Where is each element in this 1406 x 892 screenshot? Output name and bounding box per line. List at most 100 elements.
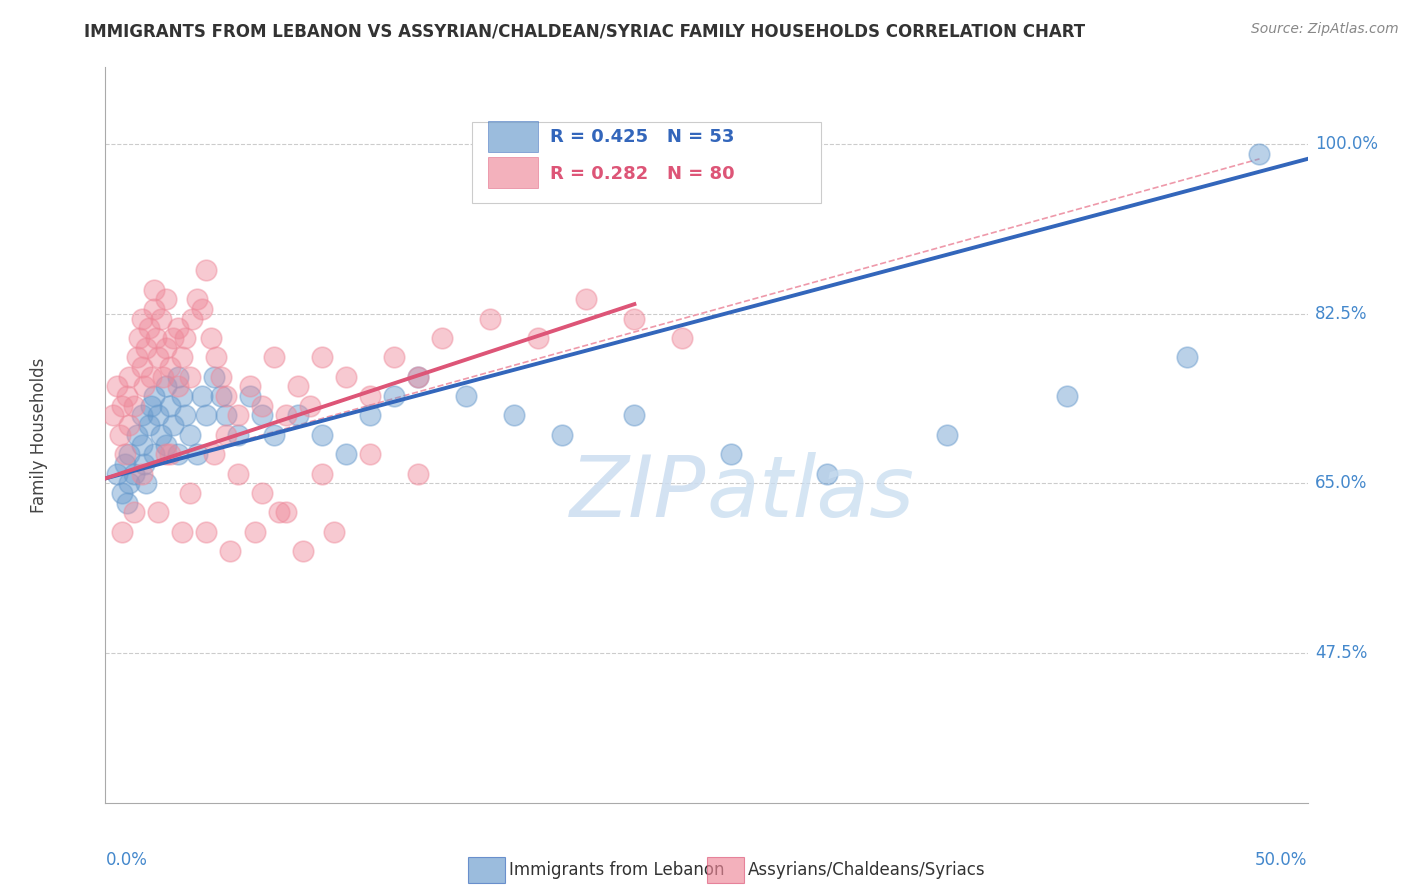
Point: [263, 351, 285, 365]
Point: [166, 321, 188, 335]
Point: [322, 524, 344, 539]
Point: [108, 428, 131, 442]
Point: [243, 524, 266, 539]
Point: [101, 409, 124, 423]
Text: ZIP: ZIP: [571, 452, 707, 535]
Point: [623, 409, 645, 423]
Point: [226, 428, 249, 442]
Point: [503, 409, 526, 423]
Point: [131, 409, 153, 423]
Text: 47.5%: 47.5%: [1315, 644, 1367, 662]
Point: [335, 447, 357, 461]
Point: [166, 369, 188, 384]
Point: [195, 409, 218, 423]
Point: [124, 467, 146, 481]
Point: [454, 389, 477, 403]
Point: [382, 351, 405, 365]
Point: [1175, 351, 1198, 365]
Point: [205, 351, 228, 365]
Point: [551, 428, 574, 442]
Point: [139, 369, 162, 384]
Point: [359, 409, 381, 423]
Text: R = 0.425   N = 53: R = 0.425 N = 53: [550, 128, 734, 145]
Text: Immigrants from Lebanon: Immigrants from Lebanon: [509, 861, 724, 879]
Point: [125, 428, 148, 442]
Point: [142, 447, 165, 461]
Point: [166, 447, 188, 461]
Point: [149, 428, 172, 442]
Point: [111, 399, 134, 413]
Point: [359, 389, 381, 403]
Point: [107, 467, 129, 481]
Point: [132, 457, 155, 471]
Point: [115, 495, 138, 509]
FancyBboxPatch shape: [488, 120, 538, 152]
Point: [214, 389, 236, 403]
Text: IMMIGRANTS FROM LEBANON VS ASSYRIAN/CHALDEAN/SYRIAC FAMILY HOUSEHOLDS CORRELATIO: IMMIGRANTS FROM LEBANON VS ASSYRIAN/CHAL…: [84, 22, 1085, 40]
Point: [406, 467, 429, 481]
Point: [575, 293, 598, 307]
Point: [179, 486, 201, 500]
Point: [226, 409, 249, 423]
Point: [152, 369, 174, 384]
Point: [139, 399, 162, 413]
FancyBboxPatch shape: [488, 157, 538, 188]
Point: [219, 544, 242, 558]
Point: [138, 321, 160, 335]
Text: 0.0%: 0.0%: [105, 851, 148, 869]
Text: 82.5%: 82.5%: [1315, 305, 1367, 323]
Point: [936, 428, 959, 442]
Point: [186, 293, 208, 307]
Point: [239, 389, 262, 403]
Point: [118, 447, 141, 461]
Text: Source: ZipAtlas.com: Source: ZipAtlas.com: [1251, 22, 1399, 37]
Point: [671, 331, 693, 345]
Text: Family Households: Family Households: [31, 357, 48, 513]
Point: [111, 524, 134, 539]
Point: [479, 311, 502, 326]
Point: [298, 399, 321, 413]
Point: [148, 409, 170, 423]
Point: [155, 379, 177, 393]
Point: [274, 409, 297, 423]
Point: [155, 293, 177, 307]
Point: [125, 351, 148, 365]
Point: [124, 505, 146, 519]
Text: Assyrians/Chaldeans/Syriacs: Assyrians/Chaldeans/Syriacs: [748, 861, 986, 879]
Point: [1249, 147, 1271, 161]
Point: [159, 360, 181, 375]
Point: [173, 409, 195, 423]
Point: [115, 389, 138, 403]
Point: [190, 301, 212, 316]
Point: [155, 341, 177, 355]
FancyBboxPatch shape: [472, 122, 821, 203]
Point: [118, 369, 141, 384]
Point: [214, 428, 236, 442]
Point: [250, 486, 273, 500]
Point: [226, 467, 249, 481]
Point: [430, 331, 453, 345]
Point: [527, 331, 550, 345]
Point: [186, 447, 208, 461]
Point: [142, 283, 165, 297]
Point: [287, 409, 309, 423]
Point: [145, 331, 167, 345]
Point: [135, 341, 157, 355]
Point: [202, 369, 225, 384]
Point: [274, 505, 297, 519]
Point: [124, 399, 146, 413]
Point: [209, 369, 232, 384]
Text: 100.0%: 100.0%: [1315, 136, 1378, 153]
Point: [291, 544, 314, 558]
Point: [131, 311, 153, 326]
Point: [135, 476, 157, 491]
Point: [179, 369, 201, 384]
Point: [131, 467, 153, 481]
Point: [159, 447, 181, 461]
Point: [720, 447, 742, 461]
Point: [118, 418, 141, 433]
Point: [148, 505, 170, 519]
Point: [209, 389, 232, 403]
Point: [263, 428, 285, 442]
Point: [335, 369, 357, 384]
